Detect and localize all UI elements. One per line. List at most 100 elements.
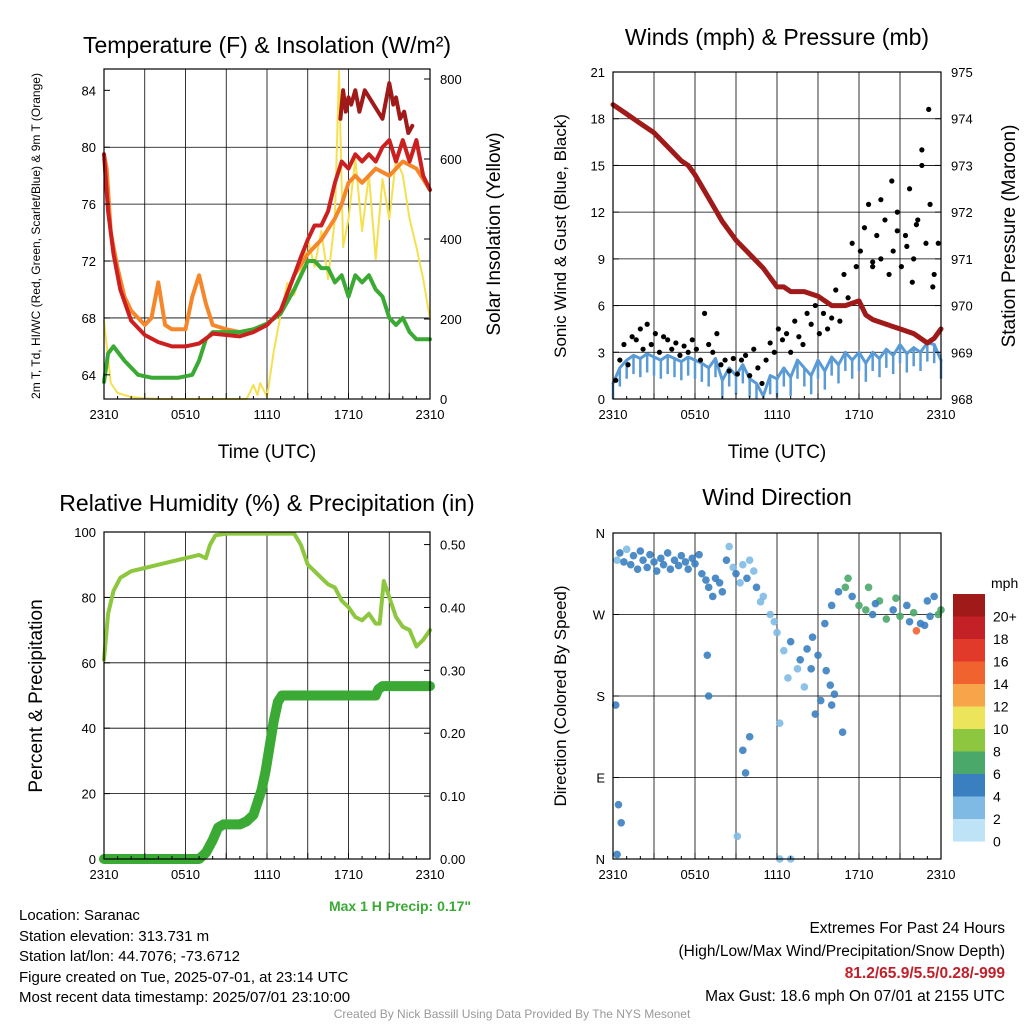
gust-point — [669, 346, 675, 352]
direction-point — [743, 574, 751, 583]
max-gust: Max Gust: 18.6 mph On 07/01 at 2155 UTC — [705, 987, 1005, 1005]
direction-point — [636, 547, 645, 555]
direction-point — [830, 690, 839, 698]
gust-point — [923, 240, 929, 246]
gust-point — [722, 357, 728, 363]
gust-point — [633, 337, 639, 343]
gust-point — [874, 232, 880, 239]
x-axis-label: Time (UTC) — [728, 442, 827, 463]
direction-point — [752, 583, 761, 592]
gust-point — [637, 326, 643, 332]
gust-point — [685, 349, 691, 355]
legend-swatch — [953, 639, 985, 662]
direction-point — [614, 800, 623, 809]
direction-point — [796, 655, 805, 664]
y-tick-label: 20 — [82, 787, 96, 802]
direction-point — [855, 601, 863, 610]
y2-tick-label: 972 — [951, 205, 973, 220]
legend-label: 8 — [993, 743, 1001, 759]
gust-point — [816, 331, 822, 337]
gust-point — [894, 228, 900, 234]
y-tick-label: 3 — [598, 345, 605, 360]
y-tick-label: 0 — [598, 392, 605, 407]
gust-point — [681, 343, 687, 349]
direction-point — [639, 556, 647, 564]
gust-point — [886, 271, 892, 278]
gust-point — [792, 318, 798, 324]
y-tick-label: 40 — [82, 721, 96, 736]
gust-point — [701, 310, 708, 316]
legend-label: 20+ — [993, 608, 1017, 624]
extremes-panel: Extremes For Past 24 Hours (High/Low/Max… — [679, 918, 1006, 1008]
gust-point — [775, 326, 781, 332]
direction-point — [703, 651, 712, 660]
direction-point — [868, 610, 877, 619]
gust-point — [771, 349, 777, 355]
series-line-td — [102, 259, 432, 384]
x-tick-label: 1110 — [764, 867, 791, 882]
legend-label: 16 — [993, 653, 1009, 669]
x-tick-label: 1710 — [334, 407, 363, 422]
direction-point — [912, 627, 921, 635]
gust-point — [930, 284, 936, 290]
y-tick-label: 76 — [82, 197, 96, 212]
direction-point — [892, 594, 900, 602]
gust-point — [677, 352, 683, 358]
gust-point — [935, 240, 941, 246]
x-tick-label: 2310 — [416, 867, 445, 882]
gust-point — [853, 264, 859, 270]
y2-axis-label: Station Pressure (Maroon) — [999, 125, 1020, 348]
y-tick-label: 21 — [591, 65, 605, 80]
gust-point — [878, 256, 884, 262]
y-axis-label: 2m T, Td, HI/WC (Red, Green, Scarlet/Blu… — [29, 73, 43, 399]
series-line-2mt — [102, 138, 432, 349]
y2-tick-label: 400 — [440, 232, 462, 247]
y2-tick-label: 0.40 — [440, 600, 465, 615]
direction-point — [800, 683, 809, 691]
max-precip-annotation: Max 1 H Precip: 0.17" — [329, 898, 471, 914]
direction-point — [826, 681, 835, 689]
direction-point — [756, 598, 765, 606]
gust-point — [726, 368, 732, 374]
direction-point — [722, 556, 731, 564]
y-tick-label: 80 — [82, 590, 96, 605]
extremes-heading: Extremes For Past 24 Hours — [809, 920, 1005, 937]
y-axis-label: Sonic Wind & Gust (Blue, Black) — [551, 114, 570, 358]
extremes-subheading: (High/Low/Max Wind/Precipitation/Snow De… — [678, 942, 1006, 960]
direction-point — [934, 610, 943, 619]
direction-point — [811, 710, 820, 718]
x-tick-label: 1710 — [845, 407, 874, 422]
direction-point — [741, 769, 750, 777]
gust-point — [906, 186, 913, 192]
direction-point — [695, 550, 703, 559]
gust-point — [660, 334, 667, 340]
direction-point — [626, 560, 635, 569]
gust-point — [824, 326, 831, 332]
legend-title: mph — [991, 575, 1018, 591]
gust-point — [759, 380, 765, 387]
direction-point — [646, 550, 654, 559]
direction-point — [616, 549, 624, 557]
x-tick-label: 2310 — [416, 407, 445, 422]
gust-point — [697, 357, 704, 363]
gust-point — [648, 341, 654, 348]
direction-point — [864, 583, 873, 592]
direction-point — [822, 666, 830, 675]
gust-point — [849, 240, 855, 246]
direction-point — [821, 619, 829, 628]
gust-point — [613, 377, 619, 383]
gust-point — [755, 365, 761, 371]
y2-tick-label: 0.30 — [440, 663, 465, 678]
gust-point — [829, 315, 835, 321]
gust-point — [841, 271, 847, 278]
direction-point — [715, 579, 724, 587]
y2-tick-label: 0.20 — [440, 726, 465, 741]
y-tick-label: 15 — [591, 158, 605, 173]
gust-point — [926, 106, 932, 112]
x-tick-label: 0510 — [171, 407, 200, 422]
direction-point — [652, 567, 661, 575]
y2-tick-label: 971 — [951, 252, 973, 267]
station-pressure-line — [610, 102, 944, 346]
direction-point — [739, 746, 747, 755]
gust-point — [861, 225, 868, 231]
